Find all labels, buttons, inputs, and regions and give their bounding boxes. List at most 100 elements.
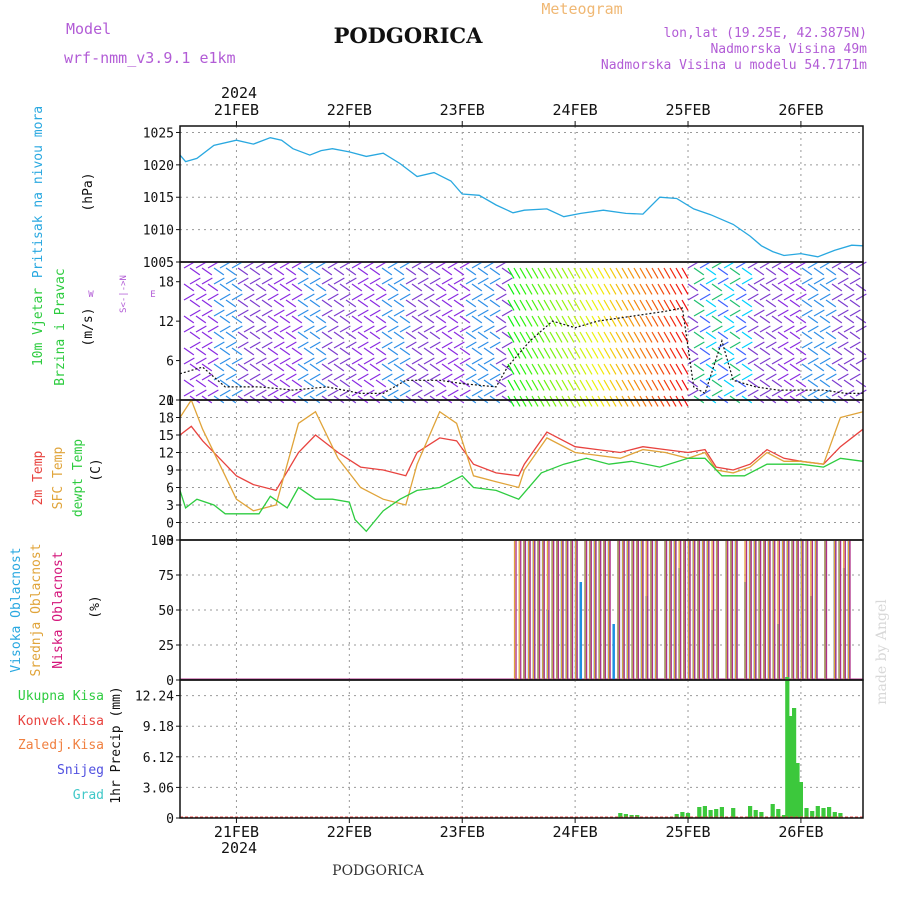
wind-barb [735, 389, 747, 397]
wind-barb [537, 299, 545, 311]
wind-barb [651, 283, 659, 295]
y-tick-label: 12 [158, 447, 174, 462]
wind-barb [711, 325, 723, 333]
wind-barb [573, 395, 581, 407]
wind-barb [669, 267, 677, 279]
y-tick-label: 18 [158, 412, 174, 427]
wind-barb [759, 379, 771, 388]
wind-barb [825, 331, 837, 340]
wind-barb [741, 299, 753, 308]
top-year-label: 2024 [221, 84, 257, 102]
wind-barb [399, 389, 411, 397]
wind-barb [687, 315, 699, 324]
wind-barb [843, 325, 855, 333]
wind-barb [267, 357, 279, 365]
y-tick-label: 6 [166, 482, 174, 497]
wind-barb [771, 347, 783, 356]
wind-barb [687, 283, 699, 292]
wind-barb [213, 277, 225, 285]
wind-barb [681, 395, 689, 407]
wind-barb [267, 325, 279, 333]
wind-barb [261, 267, 273, 276]
wind-barb [741, 363, 753, 372]
wind-barb [453, 299, 465, 308]
wind-barb [207, 315, 219, 324]
station-elevation: Nadmorska Visina 49m [710, 42, 867, 57]
wind-barb [465, 309, 477, 317]
wind-barb [327, 347, 339, 356]
wind-barb [231, 379, 243, 388]
wind-barb [549, 267, 557, 279]
wind-barb [531, 347, 539, 359]
wind-barb [363, 389, 375, 397]
wind-barb [789, 299, 801, 308]
wind-barb [807, 357, 819, 365]
wind-barb [231, 325, 243, 333]
wind-barb [591, 347, 599, 359]
wind-barb [351, 379, 363, 388]
wind-barb [267, 261, 279, 269]
wind-barb [855, 261, 867, 269]
wind-barb [519, 379, 527, 391]
wind-barb [219, 293, 231, 301]
wind-barb [567, 363, 575, 375]
wind-barb [531, 363, 539, 375]
precip-bar [697, 807, 702, 818]
wind-barb [849, 373, 861, 381]
wind-barb [669, 283, 677, 295]
wind-barb [231, 261, 243, 269]
wind-barb [291, 293, 303, 301]
wind-barb [237, 277, 249, 285]
wind-barb [561, 331, 569, 343]
wind-barb [363, 325, 375, 333]
wind-barb [411, 293, 423, 301]
wind-barb [795, 325, 807, 333]
wind-barb [501, 309, 513, 317]
wind-barb [489, 267, 501, 276]
wind-barb [261, 373, 273, 381]
wind-barb [243, 379, 255, 388]
wind-barb [255, 293, 267, 301]
precip-bar [832, 812, 837, 818]
wind-barb [441, 309, 453, 317]
wind-barb [345, 363, 357, 372]
wind-barb [531, 283, 539, 295]
wind-barb [459, 347, 471, 356]
wind-barb [333, 331, 345, 340]
wind-barb [495, 315, 507, 324]
wind-barb [609, 267, 617, 279]
wind-barb [783, 389, 795, 397]
wind-barb [225, 277, 237, 285]
wind-barb [285, 309, 297, 317]
wind-barb [291, 389, 303, 397]
wind-barb [747, 293, 759, 301]
wind-barb [495, 293, 507, 301]
wind-barb [189, 341, 201, 349]
wind-barb [657, 331, 665, 343]
wind-barb [363, 261, 375, 269]
wind-barb [837, 309, 849, 317]
wind-barb [771, 315, 783, 324]
wind-barb [501, 331, 513, 340]
wind-barb [417, 309, 429, 317]
wind-barb [507, 315, 515, 327]
wind-barb [579, 363, 587, 375]
wind-barb [741, 373, 753, 381]
wind-barb [303, 283, 315, 292]
wind-barb [531, 379, 539, 391]
wind-barb [369, 341, 381, 349]
wind-barb [849, 299, 861, 308]
wind-barb [597, 331, 605, 343]
wind-barb [813, 373, 825, 381]
wind-barb [819, 283, 831, 292]
wind-barb [489, 341, 501, 349]
wind-barb [399, 315, 411, 324]
wind-barb [189, 299, 201, 308]
wind-barb [615, 315, 623, 327]
wind-barb [273, 309, 285, 317]
wind-barb [561, 347, 569, 359]
wind-barb [435, 315, 447, 324]
wind-barb [639, 299, 647, 311]
wind-barb [843, 261, 855, 269]
wind-barb [411, 389, 423, 397]
